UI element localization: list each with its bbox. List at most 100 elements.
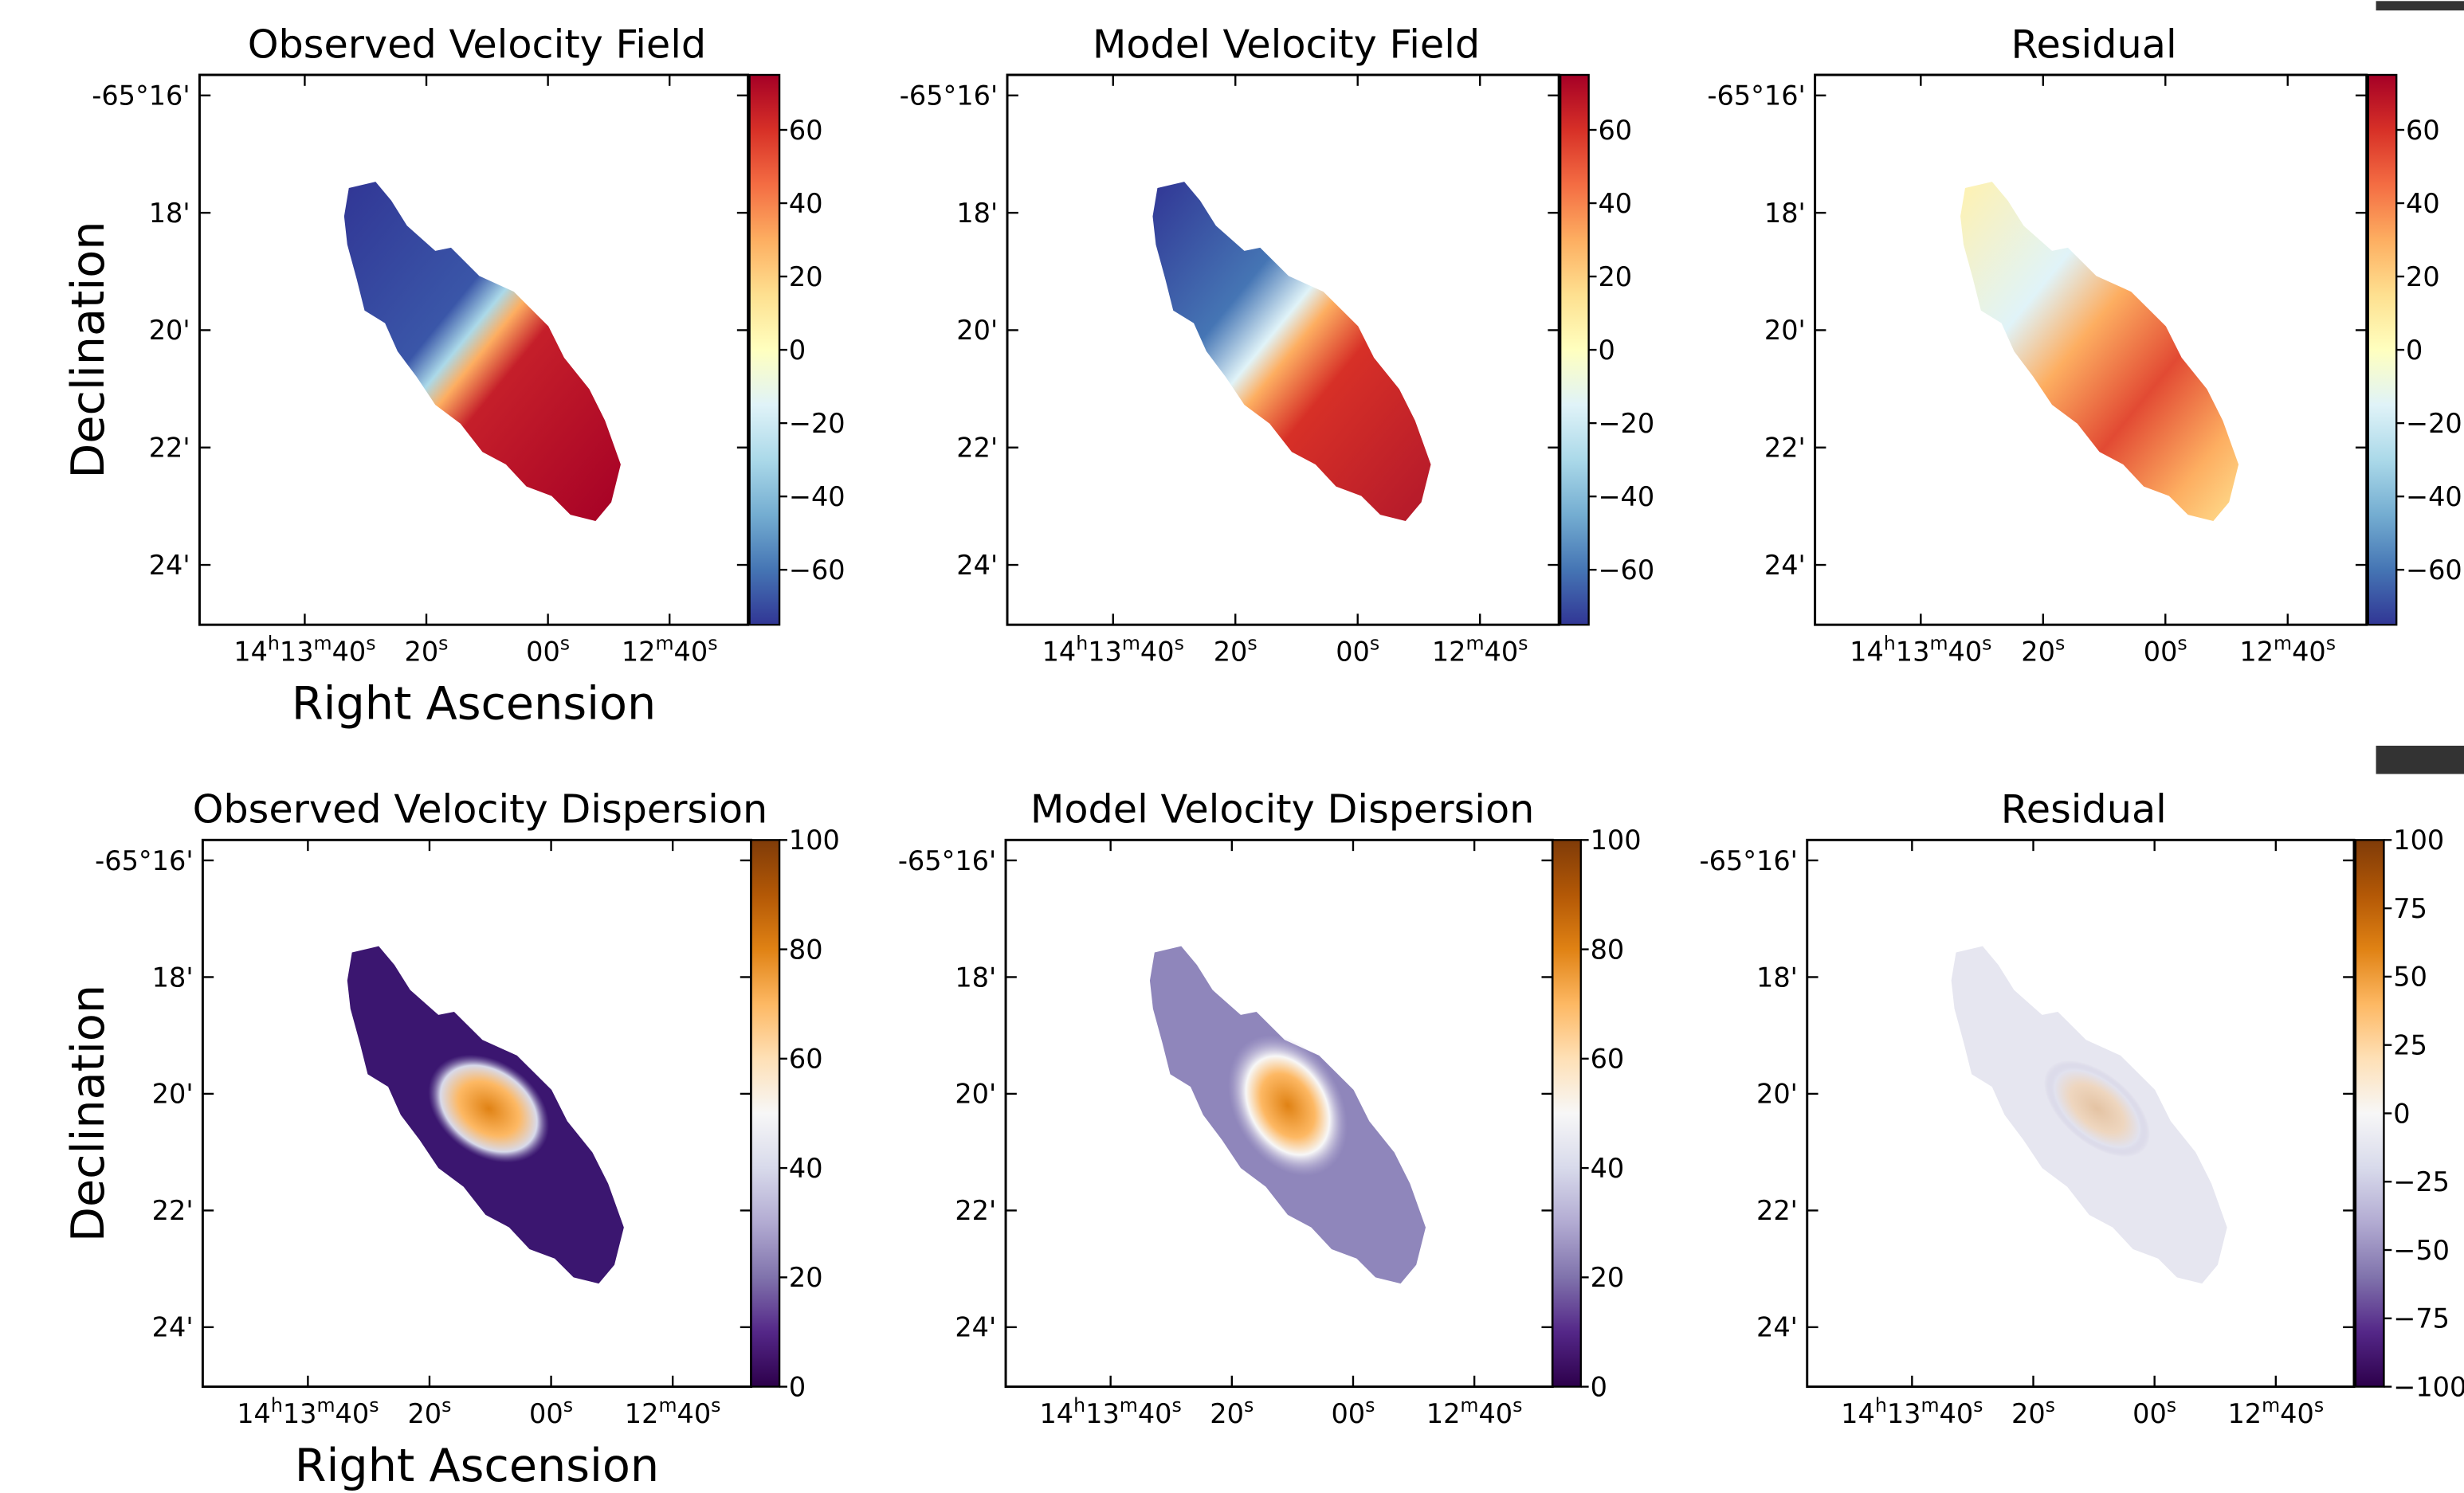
y-tick-label: 20' xyxy=(152,1079,194,1110)
colorbar-tick-label: 60 xyxy=(789,1044,823,1075)
colorbar-tick-label: −20 xyxy=(1598,408,1654,439)
x-tick-label: 20s xyxy=(2021,633,2065,668)
colorbar-tick-label: 20 xyxy=(789,261,823,292)
colorbar xyxy=(1559,73,1590,626)
cropped-edge xyxy=(2376,1,2464,11)
map-region xyxy=(1152,182,1431,522)
y-axis-label: Declination xyxy=(62,985,115,1242)
colorbar xyxy=(750,839,781,1388)
colorbar xyxy=(1552,839,1582,1388)
x-tick-label: 00s xyxy=(529,1394,573,1429)
y-tick-label: -65°16' xyxy=(898,845,996,876)
y-tick-label: 22' xyxy=(956,433,998,464)
y-tick-label: 22' xyxy=(1764,433,1806,464)
y-tick-label: 20' xyxy=(1756,1079,1798,1110)
y-tick-label: 18' xyxy=(1756,962,1798,993)
colorbar-tick-label: 60 xyxy=(1598,115,1632,146)
map-region xyxy=(343,182,621,522)
y-tick-label: 22' xyxy=(152,1195,194,1226)
x-tick-label: 00s xyxy=(1336,633,1379,668)
y-axis-label: Declination xyxy=(62,221,115,478)
x-tick-label: 12m40s xyxy=(1426,1394,1523,1429)
panel-title: Residual xyxy=(2001,786,2167,833)
colorbar-tick-label: −40 xyxy=(1598,481,1654,512)
colorbar-tick-label: 40 xyxy=(789,188,823,219)
colorbar-tick-label: 100 xyxy=(789,825,840,856)
colorbar-tick-label: 40 xyxy=(1591,1153,1625,1184)
colorbar-tick-label: −20 xyxy=(789,408,846,439)
colorbar xyxy=(748,73,781,626)
map-core xyxy=(428,1054,550,1163)
y-tick-label: -65°16' xyxy=(1707,80,1805,112)
x-tick-label: 20s xyxy=(1210,1394,1254,1429)
x-tick-label: 12m40s xyxy=(2239,633,2336,668)
y-tick-label: 18' xyxy=(1764,198,1806,229)
cropped-edge xyxy=(2376,746,2464,774)
axes-frame xyxy=(198,73,750,626)
axes-frame xyxy=(1814,73,2368,626)
colorbar-tick-label: 0 xyxy=(1598,335,1615,366)
y-tick-label: 24' xyxy=(955,1312,996,1343)
colorbar-tick-label: 40 xyxy=(789,1153,823,1184)
colorbar-tick-label: −25 xyxy=(2393,1166,2450,1197)
colorbar-tick-label: −60 xyxy=(1598,554,1654,586)
panel-title: Residual xyxy=(2011,21,2177,67)
x-axis-label: Right Ascension xyxy=(295,1440,659,1492)
x-tick-label: 12m40s xyxy=(625,1394,721,1429)
x-tick-label: 12m40s xyxy=(622,633,718,668)
x-axis-label: Right Ascension xyxy=(292,677,656,730)
colorbar-tick-label: 50 xyxy=(2393,962,2427,993)
map-core xyxy=(1228,1035,1348,1177)
colorbar-tick-label: 60 xyxy=(1591,1044,1625,1075)
y-tick-label: 24' xyxy=(149,550,190,581)
colorbar-tick-label: 0 xyxy=(2406,335,2423,366)
panel-title: Model Velocity Dispersion xyxy=(1030,786,1535,833)
axes-frame xyxy=(1006,73,1560,626)
x-tick-label: 12m40s xyxy=(2227,1394,2324,1429)
colorbar-tick-label: −40 xyxy=(2406,481,2462,512)
x-tick-label: 14h13m40s xyxy=(1042,633,1184,668)
x-tick-label: 12m40s xyxy=(1432,633,1528,668)
panel-title: Observed Velocity Dispersion xyxy=(193,786,768,833)
y-tick-label: 22' xyxy=(149,433,190,464)
colorbar-tick-label: −60 xyxy=(2406,554,2462,586)
panel-title: Observed Velocity Field xyxy=(248,21,707,67)
y-tick-label: 18' xyxy=(152,962,194,993)
colorbar-tick-label: −60 xyxy=(789,554,846,586)
y-tick-label: -65°16' xyxy=(95,845,193,876)
colorbar-tick-label: 100 xyxy=(1591,825,1642,856)
y-tick-label: 20' xyxy=(1764,315,1806,346)
x-tick-label: 00s xyxy=(1331,1394,1375,1429)
map-core xyxy=(2043,1060,2151,1158)
axes-frame xyxy=(1806,838,2356,1389)
y-tick-label: 22' xyxy=(1756,1195,1798,1226)
y-tick-label: 24' xyxy=(1764,550,1806,581)
colorbar-tick-label: 20 xyxy=(2406,261,2440,292)
panel-title: Model Velocity Field xyxy=(1093,21,1480,67)
colorbar-tick-label: 40 xyxy=(2406,188,2440,219)
colorbar-tick-label: 60 xyxy=(2406,115,2440,146)
colorbar-tick-label: 60 xyxy=(789,115,823,146)
colorbar-tick-label: 80 xyxy=(789,934,823,965)
colorbar-tick-label: 0 xyxy=(1591,1371,1607,1402)
colorbar-tick-label: −40 xyxy=(789,481,846,512)
colorbar-tick-label: 20 xyxy=(789,1262,823,1293)
colorbar-tick-label: 0 xyxy=(789,335,806,366)
x-tick-label: 14h13m40s xyxy=(233,633,375,668)
x-tick-label: 14h13m40s xyxy=(1039,1394,1181,1429)
colorbar-tick-label: −50 xyxy=(2393,1235,2450,1266)
colorbar-tick-label: −75 xyxy=(2393,1303,2450,1334)
x-tick-label: 14h13m40s xyxy=(1841,1394,1983,1429)
colorbar-tick-label: 0 xyxy=(2393,1098,2410,1129)
colorbar-tick-label: 40 xyxy=(1598,188,1632,219)
colorbar-tick-label: −100 xyxy=(2393,1371,2464,1402)
y-tick-label: 18' xyxy=(955,962,996,993)
y-tick-label: -65°16' xyxy=(900,80,998,112)
x-tick-label: 00s xyxy=(2144,633,2187,668)
y-tick-label: -65°16' xyxy=(92,80,190,112)
y-tick-label: 24' xyxy=(1756,1312,1798,1343)
colorbar-tick-label: 20 xyxy=(1598,261,1632,292)
colorbar-tick-label: 100 xyxy=(2393,825,2444,856)
